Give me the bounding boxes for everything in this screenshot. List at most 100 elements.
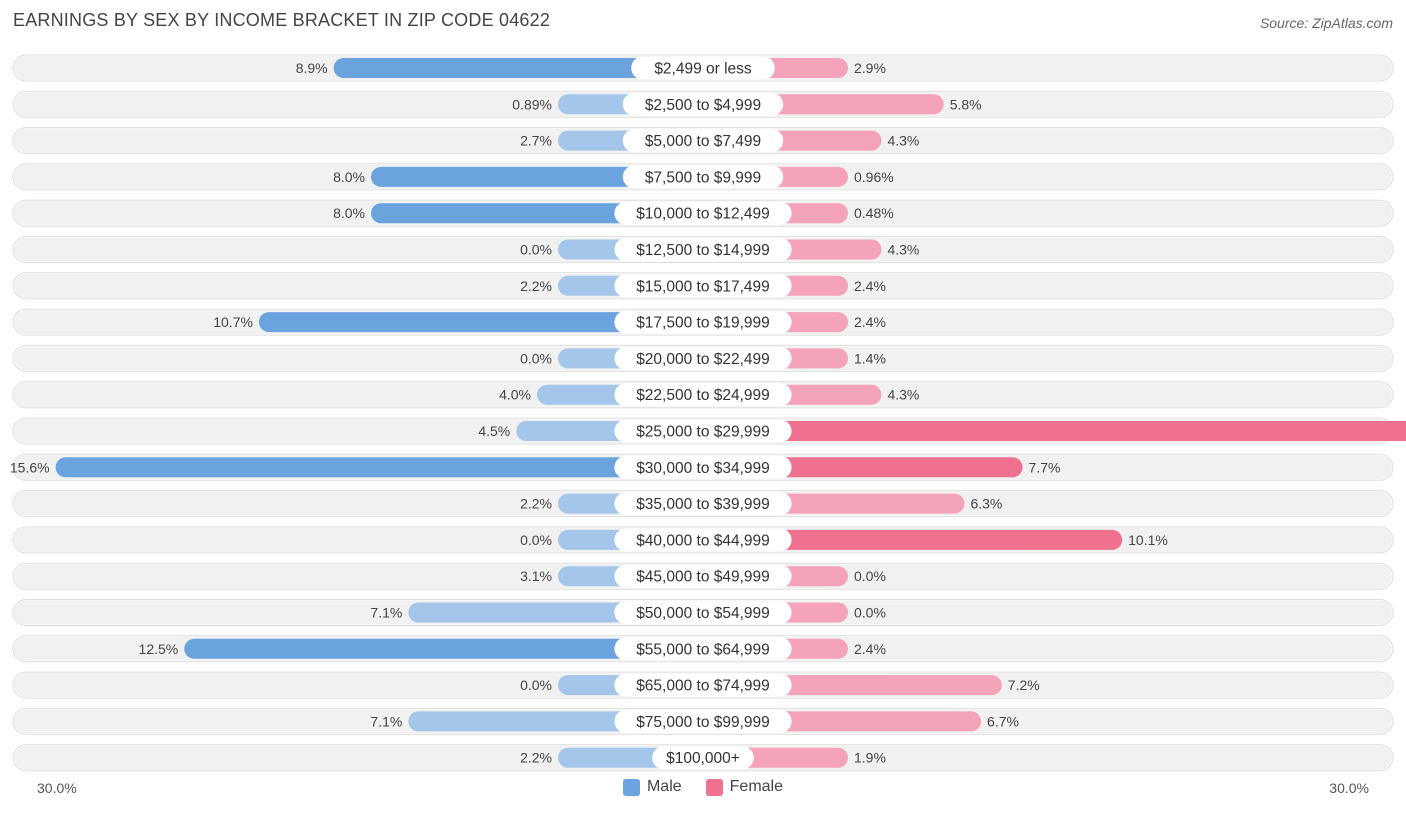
- category-pill: [614, 709, 792, 733]
- category-pill: [614, 455, 792, 479]
- male-bar[interactable]: [184, 638, 703, 659]
- female-value-label: 7.7%: [1029, 459, 1061, 475]
- category-pill: [622, 92, 784, 116]
- female-value-label: 0.96%: [854, 169, 894, 185]
- bar-row: 2.7% 4.3% $5,000 to $7,499: [12, 127, 1394, 155]
- female-value-label: 2.4%: [854, 314, 886, 330]
- category-label: $10,000 to $12,499: [636, 206, 770, 223]
- category-pill: [614, 673, 792, 697]
- bar-row: 10.7% 2.4% $17,500 to $19,999: [12, 308, 1394, 336]
- female-value-label: 1.9%: [854, 750, 886, 766]
- bar-row: 2.2% 1.9% $100,000+: [12, 744, 1394, 772]
- male-value-label: 2.2%: [520, 278, 552, 294]
- category-label: $30,000 to $34,999: [636, 460, 770, 477]
- category-pill: [622, 129, 784, 153]
- legend-item-female[interactable]: Female: [705, 778, 784, 796]
- female-value-label: 4.3%: [887, 133, 919, 149]
- category-pill: [622, 165, 784, 189]
- male-value-label: 10.7%: [213, 314, 253, 330]
- female-value-label: 6.3%: [970, 496, 1002, 512]
- male-value-label: 2.2%: [520, 750, 552, 766]
- category-label: $45,000 to $49,999: [636, 569, 770, 586]
- category-pill: [652, 746, 754, 770]
- chart-area: 8.9% 2.9% $2,499 or less 0.89% 5.8% $2,500 to…: [10, 54, 1406, 772]
- legend-label-male: Male: [646, 778, 682, 795]
- category-label: $65,000 to $74,999: [636, 678, 770, 695]
- legend: Male Female: [0, 778, 1406, 796]
- female-value-label: 0.48%: [854, 205, 894, 221]
- female-value-label: 0.0%: [854, 605, 886, 621]
- category-pill: [614, 383, 792, 407]
- male-value-label: 2.2%: [520, 496, 552, 512]
- bar-row: 0.0% 10.1% $40,000 to $44,999: [12, 526, 1394, 554]
- male-value-label: 15.6%: [10, 459, 50, 475]
- category-label: $7,500 to $9,999: [645, 169, 761, 186]
- male-value-label: 3.1%: [520, 568, 552, 584]
- male-value-label: 8.9%: [296, 60, 328, 76]
- category-pill: [614, 238, 792, 261]
- female-value-label: 2.4%: [854, 278, 886, 294]
- bar-row: 0.0% 4.3% $12,500 to $14,999: [12, 236, 1394, 263]
- chart-title: EARNINGS BY SEX BY INCOME BRACKET IN ZIP…: [13, 10, 551, 30]
- category-pill: [614, 492, 792, 516]
- female-value-label: 10.1%: [1128, 532, 1168, 548]
- category-pill: [614, 419, 792, 443]
- bar-row: 8.9% 2.9% $2,499 or less: [12, 54, 1394, 82]
- male-value-label: 8.0%: [333, 169, 365, 185]
- category-pill: [614, 310, 792, 334]
- category-label: $2,500 to $4,999: [645, 97, 761, 114]
- bar-row: 12.5% 2.4% $55,000 to $64,999: [12, 635, 1394, 663]
- category-label: $40,000 to $44,999: [636, 532, 770, 549]
- male-bar[interactable]: [371, 166, 703, 187]
- male-bar[interactable]: [55, 457, 704, 478]
- category-pill: [614, 637, 792, 661]
- bar-row: 2.2% 6.3% $35,000 to $39,999: [12, 490, 1394, 518]
- bar-row: 7.1% 0.0% $50,000 to $54,999: [12, 599, 1394, 626]
- male-value-label: 0.0%: [520, 350, 552, 366]
- category-pill: [614, 346, 792, 370]
- category-pill: [614, 528, 792, 552]
- legend-item-male[interactable]: Male: [622, 778, 682, 796]
- category-pill: [614, 274, 792, 298]
- bar-row: 8.0% 0.96% $7,500 to $9,999: [12, 163, 1394, 191]
- category-label: $35,000 to $39,999: [636, 496, 770, 513]
- female-value-label: 6.7%: [987, 713, 1019, 729]
- male-value-label: 7.1%: [370, 605, 402, 621]
- male-bar[interactable]: [333, 58, 703, 78]
- category-label: $55,000 to $64,999: [636, 641, 770, 658]
- axis-right-label: 30.0%: [1329, 780, 1369, 796]
- male-value-label: 12.5%: [139, 641, 179, 657]
- bar-row: 4.0% 4.3% $22,500 to $24,999: [12, 381, 1394, 409]
- category-label: $15,000 to $17,499: [636, 278, 770, 295]
- bar-row: 2.2% 2.4% $15,000 to $17,499: [12, 272, 1394, 300]
- legend-label-female: Female: [729, 778, 784, 795]
- bar-row: 0.0% 1.4% $20,000 to $22,499: [12, 344, 1394, 372]
- female-value-label: 0.0%: [854, 568, 886, 584]
- female-value-label: 4.3%: [887, 242, 919, 258]
- bar-row: 3.1% 0.0% $45,000 to $49,999: [12, 562, 1394, 590]
- male-value-label: 2.7%: [520, 133, 552, 149]
- male-value-label: 0.0%: [520, 677, 552, 693]
- female-value-label: 2.9%: [854, 60, 886, 76]
- female-bar[interactable]: [703, 529, 1123, 550]
- female-bar[interactable]: [703, 421, 1406, 441]
- category-pill: [614, 601, 792, 624]
- female-value-label: 5.8%: [950, 96, 982, 112]
- category-label: $25,000 to $29,999: [636, 424, 770, 441]
- category-label: $75,000 to $99,999: [636, 714, 770, 731]
- category-label: $20,000 to $22,499: [636, 351, 770, 368]
- female-value-label: 2.4%: [854, 641, 886, 657]
- category-label: $50,000 to $54,999: [636, 605, 770, 622]
- male-bar[interactable]: [258, 312, 703, 333]
- bar-row: 15.6% 7.7% $30,000 to $34,999: [10, 453, 1394, 481]
- male-value-label: 8.0%: [333, 205, 365, 221]
- bar-row: 4.5%28.4%$25,000 to $29,999: [12, 417, 1406, 445]
- male-value-label: 0.0%: [520, 532, 552, 548]
- male-value-label: 7.1%: [370, 713, 402, 729]
- female-value-label: 1.4%: [854, 350, 886, 366]
- legend-swatch-male: [622, 778, 640, 796]
- male-value-label: 0.0%: [520, 242, 552, 258]
- category-pill: [614, 201, 792, 225]
- male-value-label: 0.89%: [512, 96, 552, 112]
- category-label: $100,000+: [666, 750, 740, 767]
